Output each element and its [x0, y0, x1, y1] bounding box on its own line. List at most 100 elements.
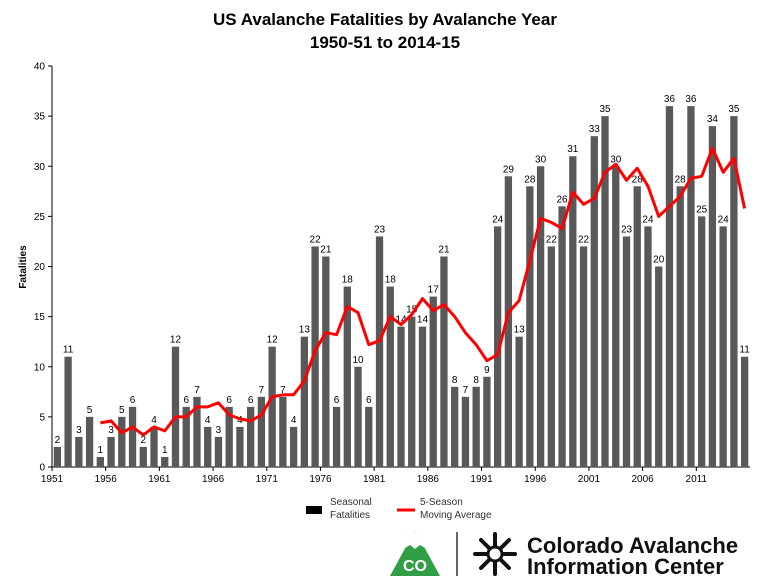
- bar-data-label: 7: [463, 385, 469, 396]
- bar: [85, 416, 94, 467]
- bar: [75, 436, 83, 467]
- bar-data-label: 3: [76, 425, 82, 436]
- logo-line1: Colorado Avalanche: [527, 533, 738, 558]
- legend-line-label-line1: 5-Season: [420, 497, 463, 508]
- y-tick-label: 35: [34, 112, 46, 123]
- bar-data-label: 24: [718, 214, 730, 225]
- bar-data-label: 7: [259, 385, 265, 396]
- bar-data-label: 2: [140, 435, 146, 446]
- bar: [161, 456, 169, 467]
- bar-data-label: 4: [151, 415, 157, 426]
- bar: [257, 396, 266, 467]
- legend-bar-label-line2: Fatalities: [330, 510, 370, 521]
- bar: [687, 106, 695, 467]
- bar: [247, 406, 255, 467]
- bar: [107, 436, 115, 467]
- bar: [579, 246, 588, 467]
- bar: [676, 186, 684, 468]
- legend: Seasonal Fatalities 5-Season Moving Aver…: [306, 497, 492, 521]
- bar: [569, 156, 577, 467]
- bar-data-label: 22: [546, 234, 558, 245]
- y-tick-label: 5: [39, 412, 45, 423]
- y-tick-label: 10: [34, 362, 46, 373]
- bar-data-label: 10: [352, 355, 364, 366]
- bar: [182, 406, 190, 467]
- bar-data-label: 34: [707, 114, 719, 125]
- bar: [236, 426, 244, 467]
- bar-data-label: 1: [162, 445, 168, 456]
- bar: [214, 436, 223, 467]
- bar: [225, 406, 233, 467]
- bar-data-label: 6: [183, 395, 189, 406]
- bar: [483, 376, 491, 467]
- bar: [547, 246, 555, 467]
- bar: [730, 116, 738, 467]
- bar-data-label: 31: [567, 144, 579, 155]
- bar: [204, 426, 212, 467]
- legend-bar-label-line1: Seasonal: [330, 497, 372, 508]
- bar-data-label: 11: [63, 345, 74, 356]
- bar-data-label: 30: [535, 154, 547, 165]
- bar-data-label: 5: [87, 405, 93, 416]
- bar: [429, 296, 437, 467]
- moving-average-line: [100, 146, 747, 437]
- bar-data-label: 24: [642, 214, 654, 225]
- bar-data-label: 24: [492, 214, 504, 225]
- bar: [332, 406, 341, 467]
- bar: [343, 286, 351, 467]
- bar-data-label: 4: [291, 415, 297, 426]
- bar-data-label: 22: [578, 234, 590, 245]
- bar-data-label: 36: [664, 94, 676, 105]
- legend-bar-swatch: [306, 506, 322, 514]
- x-tick-label: 1951: [41, 474, 64, 485]
- bar: [354, 366, 362, 467]
- bar-data-label: 11: [739, 345, 750, 356]
- bar: [655, 266, 663, 467]
- bar-data-label: 29: [503, 164, 515, 175]
- bar-data-label: 23: [621, 224, 633, 235]
- bar: [289, 426, 298, 467]
- bar: [451, 386, 459, 467]
- bar-data-label: 21: [438, 244, 450, 255]
- logo-badge-text: CO: [403, 558, 427, 575]
- bar-data-label: 6: [226, 395, 232, 406]
- bar-data-label: 14: [395, 315, 407, 326]
- bar: [644, 226, 652, 467]
- bar-data-label: 28: [632, 174, 644, 185]
- bar: [472, 386, 480, 467]
- chart-subtitle: 1950-51 to 2014-15: [310, 33, 460, 52]
- bar-data-label: 26: [557, 194, 569, 205]
- y-axis-label: Fatalities: [18, 245, 29, 289]
- logo-line2: Information Center: [527, 554, 724, 578]
- bar-data-label: 22: [310, 234, 322, 245]
- bar-data-label: 1: [98, 445, 104, 456]
- bar: [622, 236, 631, 467]
- bar: [171, 346, 180, 467]
- snowcap-icon: [405, 530, 425, 549]
- bar-data-label: 6: [334, 395, 340, 406]
- bar: [708, 126, 717, 468]
- bar-data-label: 25: [696, 204, 708, 215]
- bar-data-label: 28: [524, 174, 536, 185]
- bar-data-label: 9: [484, 365, 490, 376]
- x-tick-label: 1976: [309, 474, 332, 485]
- bar: [375, 236, 384, 467]
- y-tick-label: 15: [34, 312, 46, 323]
- bar-data-label: 12: [170, 335, 182, 346]
- bar-data-label: 28: [675, 174, 687, 185]
- bar-data-label: 12: [267, 335, 279, 346]
- bar: [268, 346, 276, 467]
- bar: [526, 186, 534, 468]
- bar: [96, 456, 104, 467]
- y-tick-label: 0: [39, 463, 45, 474]
- bar: [633, 186, 641, 468]
- bar: [612, 166, 620, 467]
- bar-data-label: 8: [473, 375, 479, 386]
- y-tick-label: 20: [34, 262, 46, 273]
- bar-data-label: 4: [205, 415, 211, 426]
- bar-data-label: 3: [216, 425, 222, 436]
- bar: [493, 226, 502, 467]
- bar-data-label: 6: [130, 395, 136, 406]
- bar-data-label: 33: [589, 124, 601, 135]
